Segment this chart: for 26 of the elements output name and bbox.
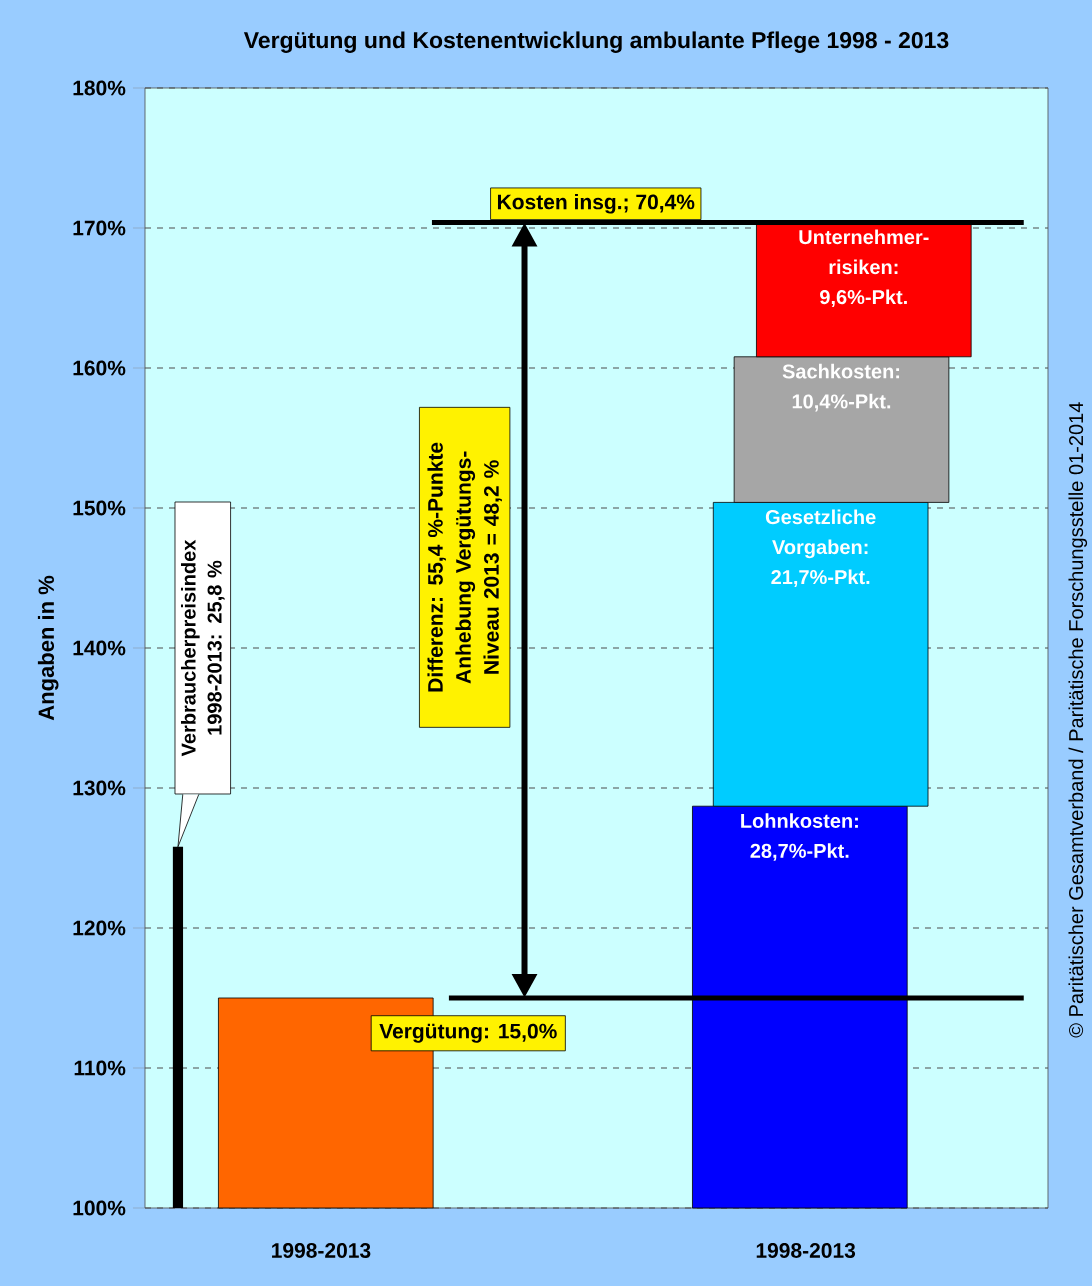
ref-line-label: Kosten insg.; 70,4% [497, 193, 695, 214]
series-label: Sachkosten: [782, 363, 900, 379]
annotation: Verbraucherpreisindex 1998-2013: 25,8 % [180, 539, 225, 757]
y-tick-label: 120% [73, 920, 126, 936]
data-label: 10,4%-Pkt. [792, 393, 891, 412]
series-label: Unternehmer-risiken: [799, 229, 929, 275]
y-tick-label: 170% [73, 220, 126, 236]
annotation: Differenz: 55,4 %-Punkte Anhebung Vergütungs-Niveau 2013 = 48,2 % [427, 442, 502, 692]
y-tick-label: 140% [73, 640, 126, 656]
y-tick-label: 160% [73, 360, 126, 376]
data-label: 21,7%-Pkt. [771, 569, 870, 588]
annotation: Vergütung: 15,0% [379, 1023, 557, 1043]
x-tick-label: 1998-2013 [272, 1243, 371, 1258]
y-tick-label: 130% [73, 780, 126, 796]
y-tick-label: 100% [73, 1200, 126, 1216]
series-label: Gesetzliche Vorgaben: [765, 509, 876, 559]
data-label: 28,7%-Pkt. [750, 843, 849, 861]
text: © Paritätischer Gesamtverband / Paritätische Forschungsstelle 01-2014 [1068, 402, 1088, 1038]
y-tick-label: 110% [74, 1060, 126, 1076]
series-label: Lohnkosten: [741, 813, 858, 828]
y-tick-label: 180% [73, 80, 126, 96]
y-tick-label: 150% [73, 500, 126, 516]
chart-title: Vergütung und Kostenentwicklung ambulante Pflege 1998 - 2013 [243, 31, 949, 53]
x-tick-label: 1998-2013 [756, 1243, 856, 1258]
data-label: 9,6%-Pkt. [820, 289, 907, 308]
y-axis-title: Angaben in % [37, 575, 59, 721]
